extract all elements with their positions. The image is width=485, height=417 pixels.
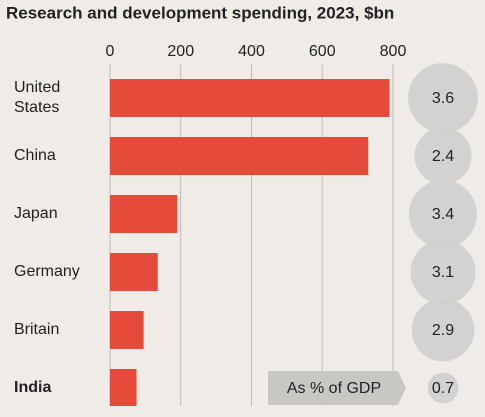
bar bbox=[110, 195, 178, 233]
category-label: Germany bbox=[14, 263, 80, 280]
category-label: Britain bbox=[14, 321, 60, 338]
category-label: India bbox=[14, 379, 52, 396]
x-tick-label: 0 bbox=[106, 43, 115, 60]
x-tick-label: 200 bbox=[167, 43, 194, 60]
x-tick-label: 400 bbox=[238, 43, 265, 60]
gdp-value-label: 2.9 bbox=[432, 322, 454, 339]
gdp-value-label: 2.4 bbox=[432, 148, 454, 165]
chart: Research and development spending, 2023,… bbox=[6, 3, 478, 406]
gdp-bubble bbox=[410, 239, 476, 305]
bar bbox=[110, 79, 390, 117]
bar bbox=[110, 369, 137, 406]
gdp-bubble bbox=[409, 180, 477, 248]
gdp-bubble bbox=[427, 372, 459, 404]
gdp-value-label: 3.1 bbox=[432, 264, 454, 281]
chart-title: Research and development spending, 2023,… bbox=[6, 3, 394, 22]
bar bbox=[110, 253, 158, 291]
x-tick-label: 600 bbox=[309, 43, 336, 60]
legend-box bbox=[268, 371, 406, 405]
legend-label: As % of GDP bbox=[287, 380, 381, 397]
bar bbox=[110, 137, 369, 175]
gdp-bubble bbox=[408, 63, 478, 133]
page: {"chart_data": {"type": "bar", "orientat… bbox=[6, 3, 478, 406]
category-label: China bbox=[14, 147, 56, 164]
gdp-value-label: 0.7 bbox=[432, 380, 454, 397]
category-label: Japan bbox=[14, 205, 58, 222]
gdp-bubble bbox=[414, 127, 472, 185]
gdp-value-label: 3.6 bbox=[432, 90, 454, 107]
gdp-bubble bbox=[411, 298, 475, 362]
gdp-value-label: 3.4 bbox=[432, 206, 454, 223]
x-tick-label: 800 bbox=[380, 43, 407, 60]
category-label: United States bbox=[14, 79, 61, 116]
bar bbox=[110, 311, 144, 349]
